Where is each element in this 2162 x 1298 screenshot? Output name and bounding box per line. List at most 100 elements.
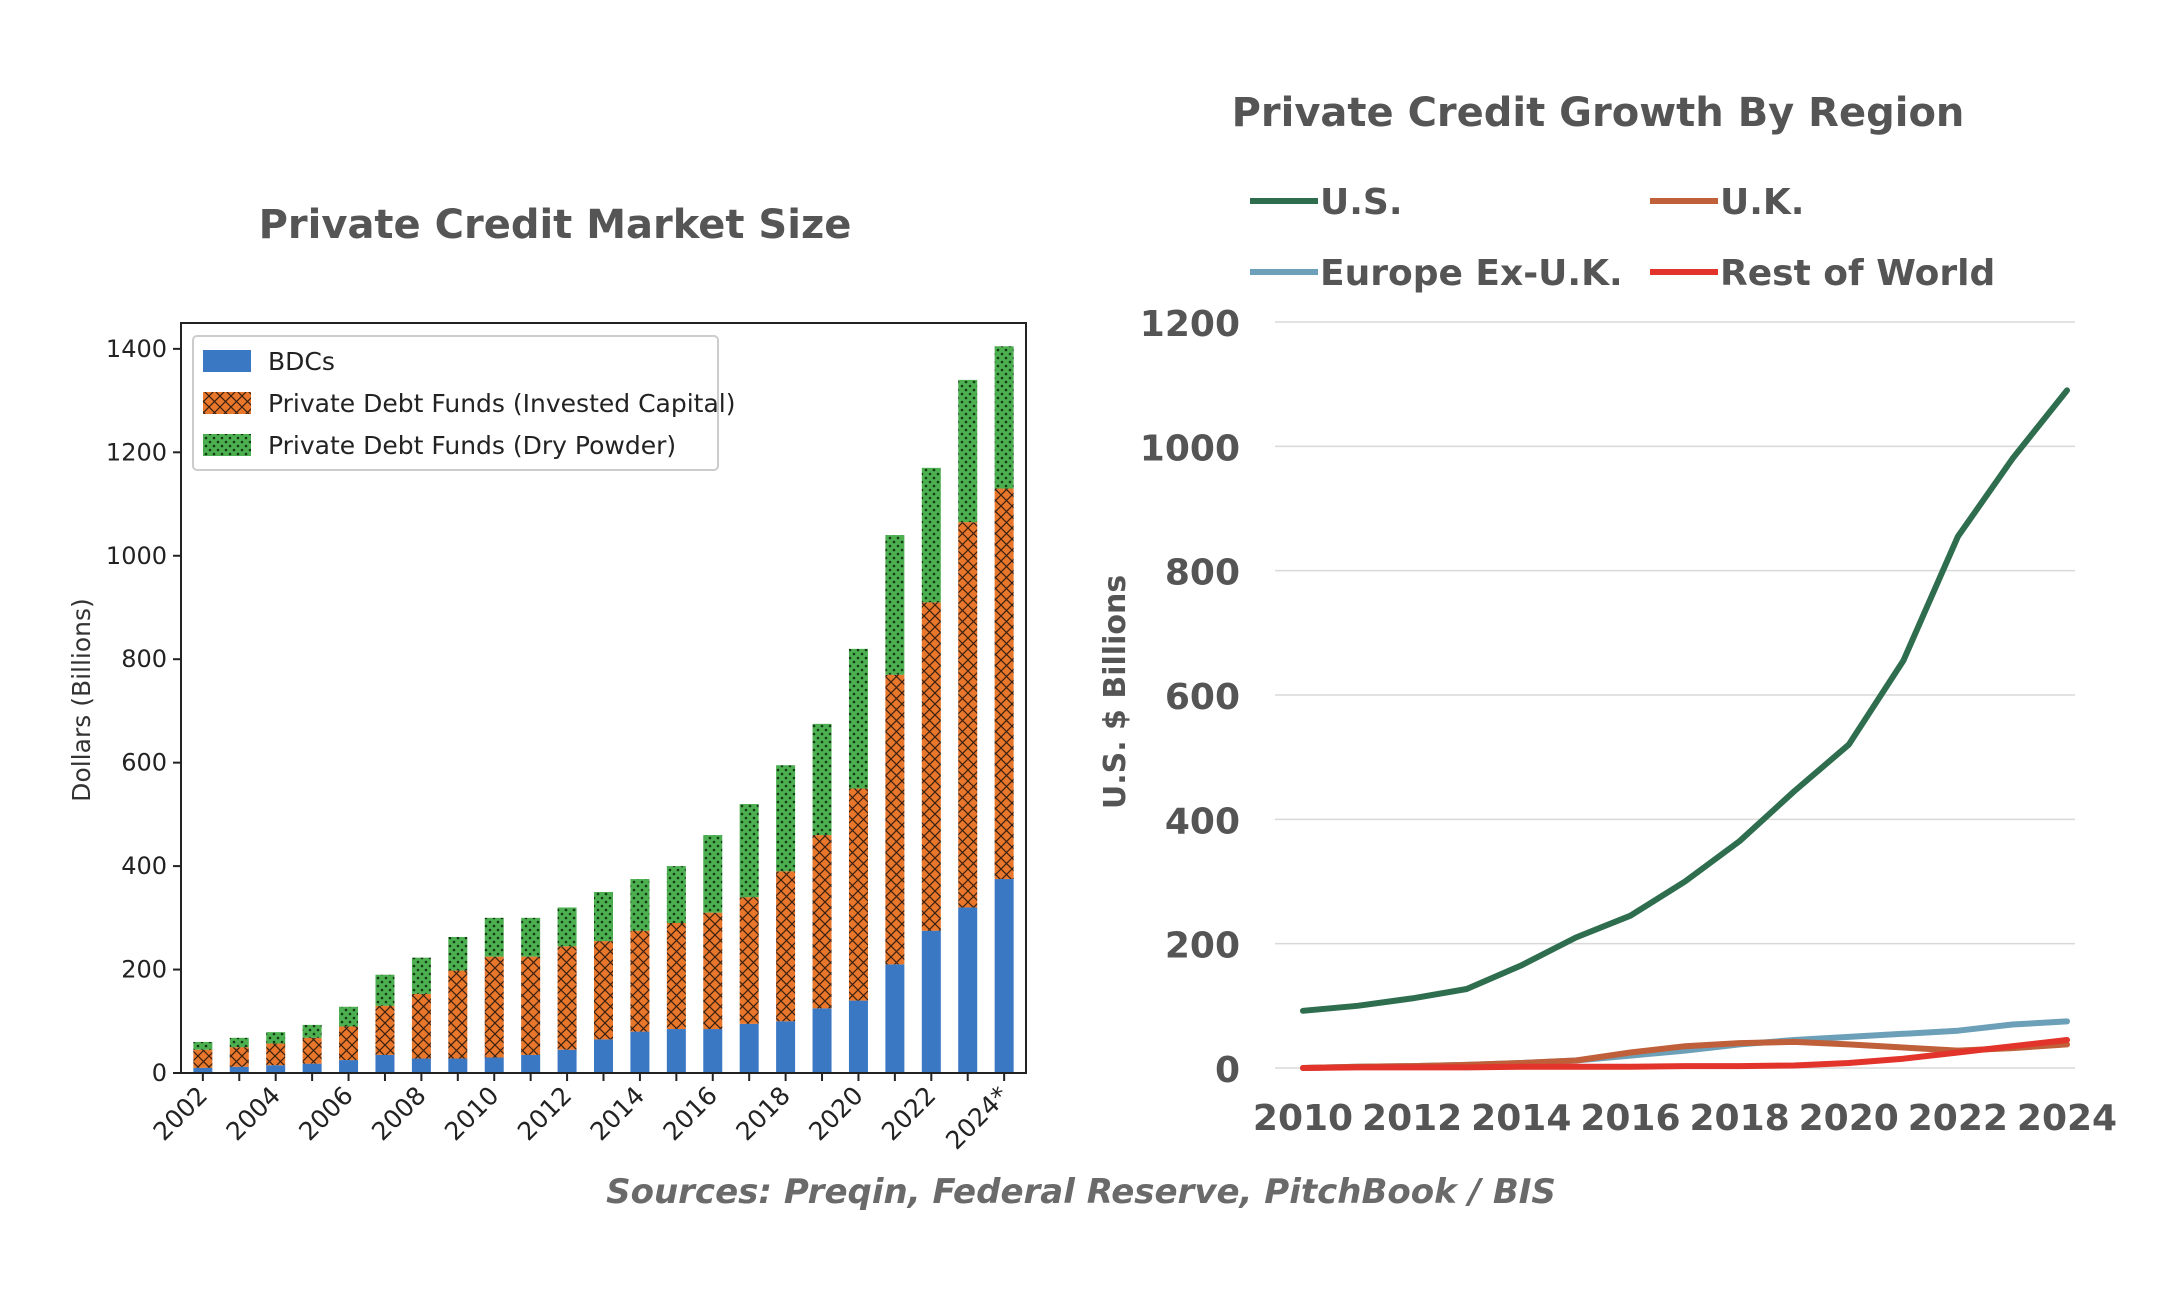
bar-bdcs-2002 xyxy=(193,1067,213,1073)
y-tick-label: 400 xyxy=(1165,801,1240,842)
bar-private-debt-funds-dry-powder-2015 xyxy=(666,866,686,923)
market-size-x-ticks: 2002 2004 2006 2008 2010 2012 2014 2016 2018 2020… xyxy=(148,1073,1014,1155)
bar-bdcs-2019 xyxy=(812,1008,832,1073)
series-line-u-s xyxy=(1300,387,2070,1014)
bar-private-debt-funds-invested-capital-2018 xyxy=(776,871,796,1022)
bar-private-debt-funds-invested-capital-2003 xyxy=(229,1047,249,1067)
legend-item-invested-capital: Private Debt Funds (Invested Capital) xyxy=(203,389,735,418)
bar-private-debt-funds-dry-powder-2014 xyxy=(630,879,650,931)
legend-label-rest-of-world: Rest of World xyxy=(1720,253,1995,294)
bar-private-debt-funds-dry-powder-2008 xyxy=(411,957,431,994)
region-growth-gridlines xyxy=(1275,321,2075,1069)
legend-label-bdcs: BDCs xyxy=(268,347,335,376)
bar-private-debt-funds-invested-capital-2016 xyxy=(703,912,723,1030)
bar-private-debt-funds-invested-capital-2008 xyxy=(411,993,431,1059)
y-tick-label: 600 xyxy=(121,749,167,777)
bar-bdcs-2022 xyxy=(921,930,941,1073)
y-tick-label: 0 xyxy=(1215,1050,1240,1091)
x-tick-label: 2024 xyxy=(2017,1098,2117,1139)
bar-private-debt-funds-dry-powder-2021 xyxy=(885,535,905,675)
market-size-plot-frame xyxy=(180,322,1027,1074)
bar-private-debt-funds-dry-powder-2010 xyxy=(484,917,504,957)
bar-bdcs-2006 xyxy=(339,1060,359,1073)
bar-private-debt-funds-invested-capital-2024 xyxy=(994,488,1014,880)
bar-bdcs-2011 xyxy=(521,1054,541,1073)
bar-bdcs-2003 xyxy=(229,1066,249,1073)
x-tick-label: 2016 xyxy=(658,1081,723,1146)
market-size-y-axis-label: Dollars (Billions) xyxy=(67,598,96,802)
bar-bdcs-2007 xyxy=(375,1054,395,1073)
y-tick-label: 800 xyxy=(121,645,167,673)
region-growth-x-ticks: 2010 2012 2014 2016 2018 2020 2022 2024 xyxy=(1253,1098,2117,1139)
bar-private-debt-funds-invested-capital-2015 xyxy=(666,923,686,1030)
bar-bdcs-2020 xyxy=(848,1000,868,1073)
x-tick-label: 2002 xyxy=(148,1081,213,1146)
bar-bdcs-2005 xyxy=(302,1063,322,1073)
bar-private-debt-funds-dry-powder-2017 xyxy=(739,804,759,898)
legend-item-dry-powder: Private Debt Funds (Dry Powder) xyxy=(203,431,676,460)
bar-private-debt-funds-dry-powder-2003 xyxy=(229,1037,249,1048)
y-tick-label: 200 xyxy=(121,956,167,984)
legend-box xyxy=(192,335,719,471)
bar-private-debt-funds-dry-powder-2023 xyxy=(958,379,978,523)
x-tick-label: 2004 xyxy=(220,1081,285,1146)
market-size-legend: BDCs Private Debt Funds (Invested Capita… xyxy=(192,335,735,471)
y-tick-label: 800 xyxy=(1165,553,1240,594)
x-tick-label: 2008 xyxy=(366,1081,431,1146)
bar-private-debt-funds-invested-capital-2009 xyxy=(448,970,468,1059)
region-growth-title: Private Credit Growth By Region xyxy=(1232,90,1965,136)
source-note: Sources: Preqin, Federal Reserve, PitchB… xyxy=(606,1172,1556,1212)
bar-bdcs-2023 xyxy=(958,907,978,1073)
bar-private-debt-funds-invested-capital-2002 xyxy=(193,1049,213,1068)
legend-item-uk: U.K. xyxy=(1650,182,1804,223)
bar-private-debt-funds-invested-capital-2019 xyxy=(812,835,832,1009)
y-tick-label: 1200 xyxy=(1140,304,1240,345)
bar-bdcs-2017 xyxy=(739,1023,759,1073)
region-growth-y-axis-label: U.S. $ Billions xyxy=(1098,575,1133,809)
bar-bdcs-2012 xyxy=(557,1049,577,1073)
y-tick-label: 1200 xyxy=(106,438,167,466)
bar-private-debt-funds-invested-capital-2013 xyxy=(594,941,613,1040)
bar-private-debt-funds-dry-powder-2024 xyxy=(994,346,1014,489)
region-growth-legend: U.S. U.K. Europe Ex-U.K. Rest of World xyxy=(1250,182,1995,294)
bar-bdcs-2004 xyxy=(266,1065,286,1073)
bar-private-debt-funds-invested-capital-2020 xyxy=(848,788,868,1001)
region-growth-lines xyxy=(1300,387,2070,1071)
x-tick-label: 2012 xyxy=(512,1081,577,1146)
x-tick-label: 2012 xyxy=(1362,1098,1462,1139)
market-size-chart: Private Credit Market Size Dollars (Bill… xyxy=(67,202,1027,1155)
legend-label-dry-powder: Private Debt Funds (Dry Powder) xyxy=(268,431,676,460)
bar-private-debt-funds-dry-powder-2016 xyxy=(703,835,723,913)
bar-private-debt-funds-invested-capital-2006 xyxy=(339,1026,359,1061)
region-growth-y-ticks: 0 200 400 600 800 1000 1200 xyxy=(1140,304,1240,1091)
bar-bdcs-2009 xyxy=(448,1058,468,1073)
x-tick-label: 2014 xyxy=(585,1081,650,1146)
bar-private-debt-funds-invested-capital-2005 xyxy=(302,1037,322,1064)
series-line-rest-of-world xyxy=(1300,1037,2070,1071)
bar-bdcs-2016 xyxy=(703,1029,723,1073)
bar-private-debt-funds-dry-powder-2006 xyxy=(339,1006,359,1027)
legend-item-rest-of-world: Rest of World xyxy=(1650,253,1995,294)
y-tick-label: 1400 xyxy=(106,335,167,363)
bar-private-debt-funds-invested-capital-2004 xyxy=(266,1043,286,1066)
bar-private-debt-funds-dry-powder-2012 xyxy=(557,907,577,947)
bar-private-debt-funds-invested-capital-2017 xyxy=(739,897,759,1024)
bar-bdcs-2013 xyxy=(594,1039,613,1073)
x-tick-label: 2022 xyxy=(876,1081,941,1146)
bar-private-debt-funds-dry-powder-2009 xyxy=(448,936,468,971)
market-size-bars xyxy=(193,346,1014,1073)
bar-bdcs-2018 xyxy=(776,1021,796,1073)
x-tick-label: 2022 xyxy=(1908,1098,2008,1139)
bar-private-debt-funds-invested-capital-2011 xyxy=(521,956,541,1055)
legend-item-europe: Europe Ex-U.K. xyxy=(1250,253,1623,294)
legend-swatch-dry-powder xyxy=(203,434,251,456)
x-tick-label: 2010 xyxy=(1253,1098,1353,1139)
bar-bdcs-2021 xyxy=(885,964,905,1073)
x-tick-label: 2006 xyxy=(293,1081,358,1146)
market-size-title: Private Credit Market Size xyxy=(259,202,852,248)
bar-private-debt-funds-dry-powder-2019 xyxy=(812,723,832,836)
bar-private-debt-funds-dry-powder-2020 xyxy=(848,648,868,789)
bar-private-debt-funds-invested-capital-2021 xyxy=(885,674,905,965)
bar-private-debt-funds-invested-capital-2012 xyxy=(557,946,577,1050)
